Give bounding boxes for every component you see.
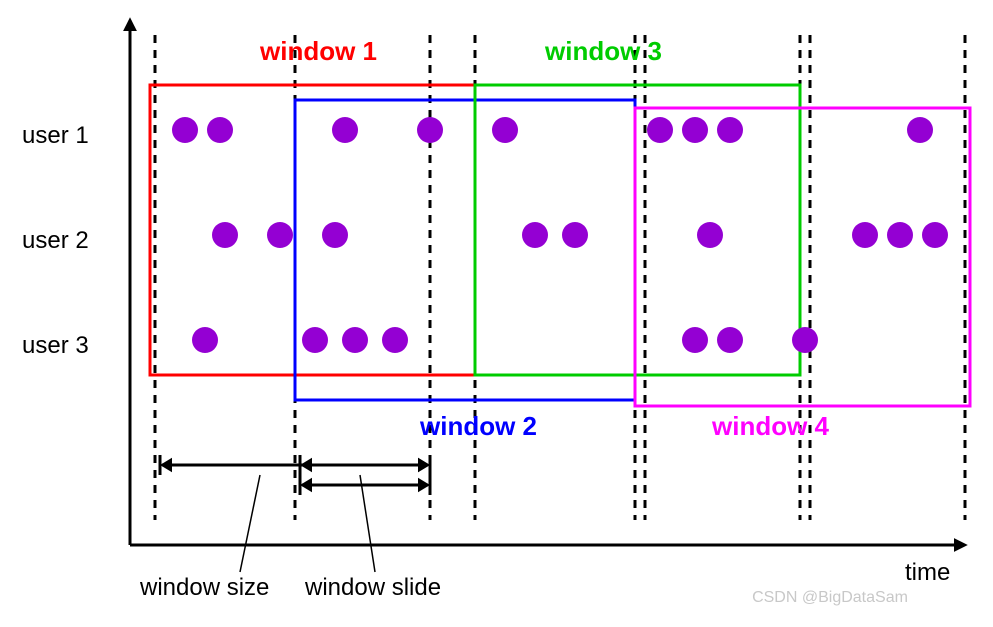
window-label: window 1 (259, 36, 377, 66)
event-dot (522, 222, 548, 248)
window-label: window 3 (544, 36, 662, 66)
window-size-arrow-head-l (160, 458, 172, 472)
event-dot (792, 327, 818, 353)
watermark: CSDN @BigDataSam (752, 589, 908, 606)
event-dot (647, 117, 673, 143)
event-dot (717, 117, 743, 143)
window-rect (635, 108, 970, 406)
axis-label-time: time (905, 559, 950, 586)
event-dot (322, 222, 348, 248)
window-size-pointer (240, 475, 260, 572)
event-dot (212, 222, 238, 248)
event-dot (382, 327, 408, 353)
event-dot (922, 222, 948, 248)
event-dot (682, 327, 708, 353)
event-dot (267, 222, 293, 248)
event-dot (172, 117, 198, 143)
event-dot (717, 327, 743, 353)
event-dot (417, 117, 443, 143)
user-label: user 3 (22, 332, 89, 359)
window-slide-pointer (360, 475, 375, 572)
event-dot (492, 117, 518, 143)
event-dot (332, 117, 358, 143)
window-label: window 4 (711, 411, 830, 441)
event-dot (682, 117, 708, 143)
window-slide-arrow-head-l (300, 478, 312, 492)
window-slide-label: window slide (304, 574, 441, 601)
window-rect (295, 100, 635, 400)
event-dot (562, 222, 588, 248)
event-dot (697, 222, 723, 248)
window-slide-arrow-head-r (418, 478, 430, 492)
window-label: window 2 (419, 411, 537, 441)
event-dot (302, 327, 328, 353)
event-dot (192, 327, 218, 353)
window-slide-arrow-2-head-r (418, 458, 430, 472)
event-dot (907, 117, 933, 143)
window-size-label: window size (139, 574, 269, 601)
user-label: user 1 (22, 122, 89, 149)
event-dot (342, 327, 368, 353)
user-label: user 2 (22, 227, 89, 254)
event-dot (207, 117, 233, 143)
window-slide-arrow-2-head-l (300, 458, 312, 472)
event-dot (852, 222, 878, 248)
event-dot (887, 222, 913, 248)
